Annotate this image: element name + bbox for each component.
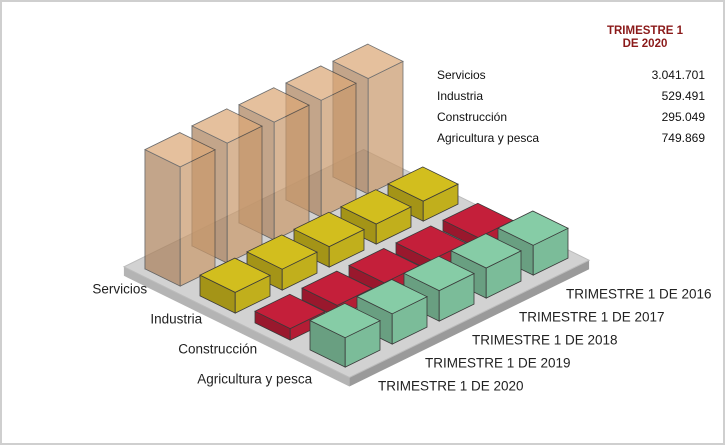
- bar-front: [273, 104, 310, 241]
- row-label: Industria: [150, 312, 202, 327]
- bar: [199, 257, 271, 314]
- bar-top: [238, 87, 310, 123]
- bar: [144, 131, 216, 287]
- bar-top: [285, 65, 357, 101]
- panel-value: 529.491: [661, 89, 705, 103]
- column-label: TRIMESTRE 1 DE 2016: [566, 287, 712, 302]
- bar-front: [226, 125, 263, 264]
- floor-side: [349, 260, 590, 387]
- bar-top: [332, 43, 404, 79]
- bar: [246, 234, 318, 291]
- panel-value: 295.049: [661, 110, 705, 124]
- bar-top: [356, 279, 428, 315]
- row-label: Construcción: [178, 342, 257, 357]
- bar-top: [246, 234, 318, 270]
- column-label: TRIMESTRE 1 DE 2018: [472, 333, 618, 348]
- panel-title: TRIMESTRE 1 DE 2020: [606, 25, 684, 50]
- bar-top: [309, 302, 381, 339]
- panel-value: 3.041.701: [651, 68, 705, 82]
- bar-top: [301, 270, 373, 306]
- panel-value: 749.869: [661, 131, 705, 145]
- panel-name: Agricultura y pesca: [437, 131, 540, 145]
- panel-name: Servicios: [437, 68, 486, 82]
- bar-front: [179, 149, 216, 287]
- bar-top: [199, 257, 271, 293]
- bar-top: [450, 233, 522, 269]
- bar: [340, 189, 412, 245]
- bar-top: [497, 210, 569, 246]
- info-panel: TRIMESTRE 1 DE 2020 Servicios 3.041.701 In…: [437, 25, 705, 149]
- bar-top: [387, 166, 459, 202]
- column-label: TRIMESTRE 1 DE 2017: [519, 310, 665, 325]
- panel-row: Servicios 3.041.701: [437, 65, 705, 86]
- bar-top: [340, 189, 412, 225]
- bar-left: [144, 148, 181, 287]
- column-label: TRIMESTRE 1 DE 2020: [378, 379, 524, 394]
- bar-top: [254, 293, 326, 330]
- row-label: Servicios: [92, 282, 147, 297]
- bar-front: [367, 60, 404, 195]
- bar-top: [293, 211, 365, 248]
- panel-name: Construcción: [437, 110, 508, 124]
- panel-name: Industria: [437, 89, 484, 103]
- row-label: Agricultura y pesca: [197, 372, 312, 387]
- bar-top: [144, 132, 216, 168]
- bar: [293, 211, 365, 268]
- column-label: TRIMESTRE 1 DE 2019: [425, 356, 571, 371]
- panel-row: Construcción 295.049: [437, 107, 705, 128]
- bar-top: [191, 108, 263, 144]
- panel-row: Industria 529.491: [437, 86, 705, 107]
- bar: [387, 166, 459, 222]
- floor-side: [123, 266, 350, 387]
- bar-front: [320, 82, 357, 218]
- bar: [309, 302, 381, 368]
- bar-top: [403, 255, 475, 292]
- panel-row: Agricultura y pesca 749.869: [437, 128, 705, 149]
